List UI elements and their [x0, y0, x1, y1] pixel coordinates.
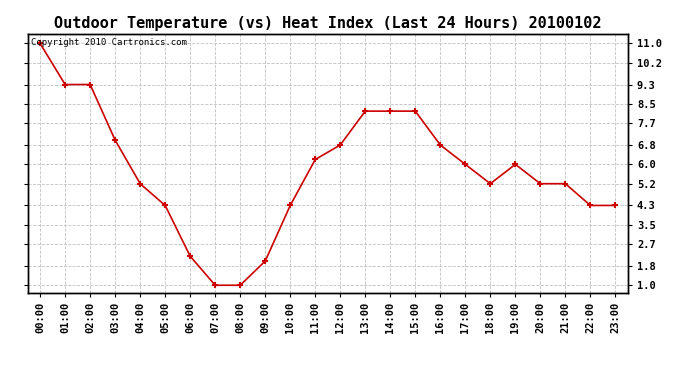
- Title: Outdoor Temperature (vs) Heat Index (Last 24 Hours) 20100102: Outdoor Temperature (vs) Heat Index (Las…: [54, 16, 602, 31]
- Text: Copyright 2010 Cartronics.com: Copyright 2010 Cartronics.com: [30, 38, 186, 46]
